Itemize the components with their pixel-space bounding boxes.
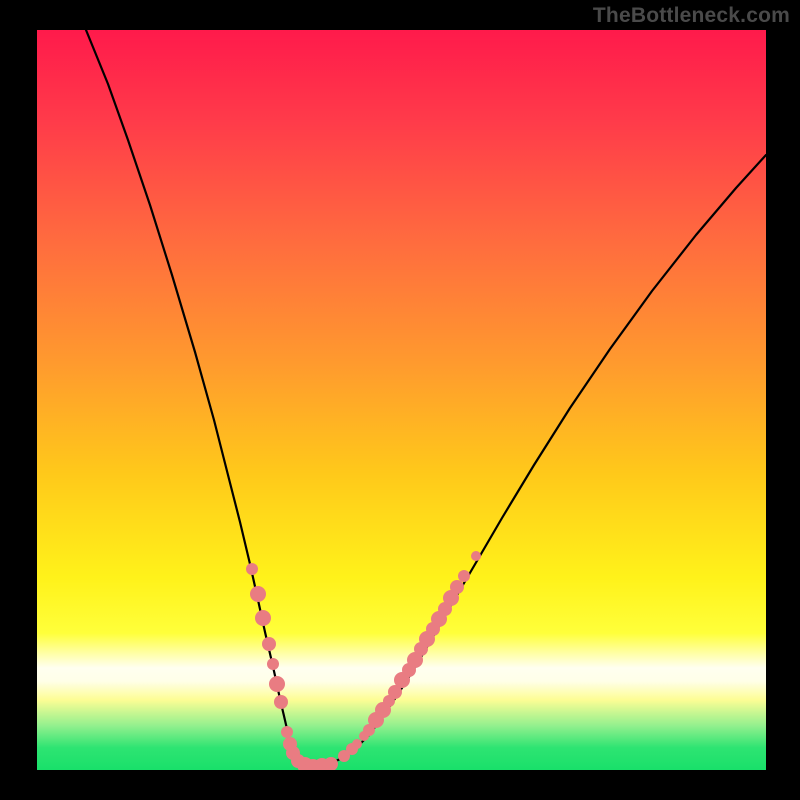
marker-left [250, 586, 266, 602]
watermark-text: TheBottleneck.com [593, 4, 790, 28]
plot-background [37, 30, 766, 770]
marker-right [352, 739, 362, 749]
marker-right [450, 580, 464, 594]
marker-left [246, 563, 258, 575]
marker-trough [324, 757, 338, 771]
marker-left [269, 676, 285, 692]
marker-left [255, 610, 271, 626]
marker-left [267, 658, 279, 670]
marker-left [262, 637, 276, 651]
marker-left [281, 726, 293, 738]
marker-left [274, 695, 288, 709]
chart-root: TheBottleneck.com [0, 0, 800, 800]
marker-right [458, 570, 470, 582]
marker-right [471, 551, 481, 561]
chart-svg [0, 0, 800, 800]
